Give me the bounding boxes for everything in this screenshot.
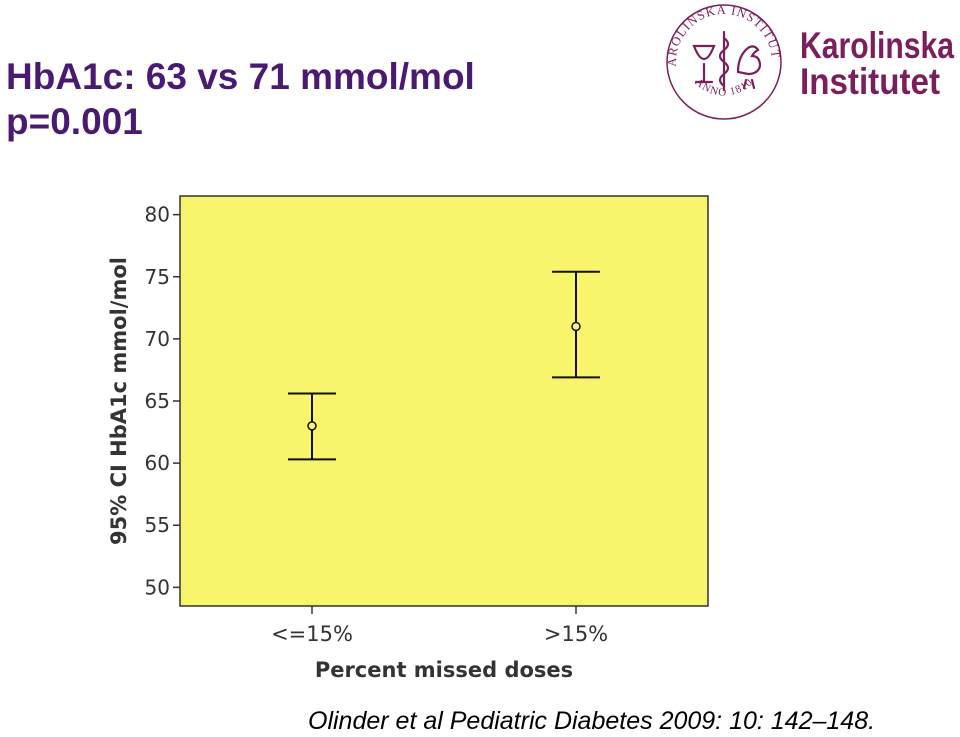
y-tick-label: 55 xyxy=(145,513,170,537)
error-bar-series xyxy=(288,270,600,461)
y-tick-label: 70 xyxy=(145,327,170,351)
slide-title-line2: p=0.001 xyxy=(6,101,143,142)
citation: Olinder et al Pediatric Diabetes 2009: 1… xyxy=(308,707,876,735)
plot-area xyxy=(179,195,709,607)
y-axis: 50 55 60 65 70 75 80 xyxy=(145,203,180,599)
y-axis-label: 95% CI HbA1c mmol/mol xyxy=(107,257,131,545)
mean-marker xyxy=(571,321,581,332)
x-axis: <=15% >15% xyxy=(271,606,608,646)
x-tick-label: <=15% xyxy=(271,622,353,646)
y-tick-label: 75 xyxy=(145,265,170,289)
karolinska-seal-icon: KAROLINSKA INSTITUTET ANNO 1810 xyxy=(664,2,782,120)
logo-wordmark-line2: Institutet xyxy=(800,61,940,102)
y-tick-label: 65 xyxy=(145,389,170,413)
error-bar-chart: 50 55 60 65 70 75 80 <=15% >15% 95% CI HbA1c mm… xyxy=(107,195,709,682)
mean-marker xyxy=(307,421,317,431)
x-tick-label: >15% xyxy=(544,622,608,646)
y-tick-label: 60 xyxy=(145,451,170,475)
y-tick-label: 50 xyxy=(145,575,170,599)
karolinska-logo: KAROLINSKA INSTITUTET ANNO 1810 Karolins… xyxy=(664,2,954,120)
slide-title-line1: HbA1c: 63 vs 71 mmol/mol xyxy=(6,56,475,97)
slide-title: HbA1c: 63 vs 71 mmol/mol p=0.001 xyxy=(6,54,475,144)
y-tick-label: 80 xyxy=(145,203,170,227)
x-axis-label: Percent missed doses xyxy=(315,658,573,682)
logo-wordmark-line1: Karolinska xyxy=(800,25,954,66)
